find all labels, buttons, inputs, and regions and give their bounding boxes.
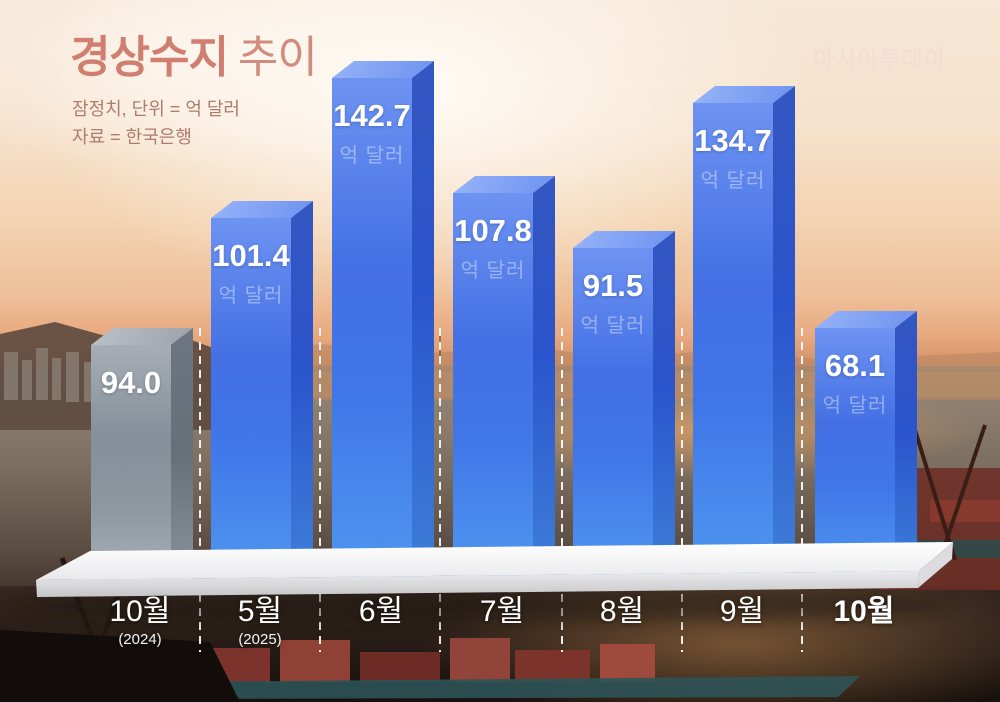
bar-10월-6: 68.1 억 달러 — [815, 311, 917, 580]
year-label: (2024) — [118, 631, 162, 648]
bar-front-face: 134.7 억 달러 — [693, 103, 773, 580]
bar-value-label: 107.8 — [454, 213, 532, 248]
bar-value-label: 94.0 — [100, 365, 162, 400]
dashed-separator — [319, 328, 321, 652]
bar-front-face: 107.8 억 달러 — [453, 193, 533, 580]
bar-value-label: 68.1 — [824, 348, 886, 383]
header: 경상수지 추이 잠정치, 단위 = 억 달러 자료 = 한국은행 — [70, 33, 318, 152]
note-source: 자료 = 한국은행 — [72, 127, 192, 148]
x-label-8월-4: 8월 — [552, 596, 692, 628]
dashed-separator — [199, 328, 201, 652]
bar-front-face: 101.4 억 달러 — [211, 218, 291, 580]
bar-unit-label: 억 달러 — [218, 285, 284, 307]
x-label-10월-6: 10월 — [794, 596, 934, 628]
bar-side-face — [412, 61, 434, 580]
foreground-shadow — [0, 630, 240, 702]
bar-side-face — [291, 201, 313, 580]
bar-top-face — [453, 176, 555, 193]
note-unit: 잠정치, 단위 = 억 달러 — [72, 99, 240, 120]
month-label: 5월 — [237, 595, 283, 628]
title-sub: 추이 — [237, 33, 318, 82]
bar-5월-1: 101.4 억 달러 — [211, 201, 313, 580]
bar-top-face — [815, 311, 917, 328]
month-label: 8월 — [599, 595, 645, 628]
dashed-separator — [439, 328, 441, 652]
page-title: 경상수지 추이 — [70, 33, 318, 82]
bar-value-label: 142.7 — [333, 98, 411, 133]
bar-top-face — [573, 231, 675, 248]
x-label-5월-1: 5월 (2025) — [190, 595, 330, 649]
bar-front-face: 94.0 — [91, 345, 171, 580]
bar-7월-3: 107.8 억 달러 — [453, 176, 555, 580]
bar-unit-label: 억 달러 — [339, 145, 405, 167]
bar-front-face: 142.7 억 달러 — [332, 78, 412, 580]
x-label-10월-0: 10월 (2024) — [70, 595, 210, 649]
x-label-9월-5: 9월 — [672, 596, 812, 628]
month-label: 6월 — [358, 595, 404, 628]
title-main: 경상수지 — [70, 33, 229, 82]
dashed-separator — [681, 328, 683, 652]
bar-side-face — [533, 176, 555, 580]
bar-value-label: 134.7 — [694, 123, 772, 158]
chart-notes: 잠정치, 단위 = 억 달러 자료 = 한국은행 — [72, 96, 317, 152]
bar-side-face — [773, 86, 795, 580]
bar-side-face — [171, 328, 193, 580]
bar-front-face: 91.5 억 달러 — [573, 248, 653, 580]
bar-front-face: 68.1 억 달러 — [815, 328, 895, 580]
dashed-separator — [801, 328, 803, 652]
bar-unit-label: 억 달러 — [700, 170, 766, 192]
bar-unit-label: 억 달러 — [580, 315, 646, 337]
dashed-separator — [561, 328, 563, 652]
bar-value-label: 101.4 — [212, 238, 290, 273]
bar-top-face — [91, 328, 193, 345]
bar-top-face — [693, 86, 795, 103]
month-label: 10월 — [833, 595, 895, 628]
bar-side-face — [653, 231, 675, 580]
x-label-6월-2: 6월 — [311, 596, 451, 628]
bar-value-label: 91.5 — [582, 268, 644, 303]
year-label: (2025) — [238, 631, 282, 648]
x-label-7월-3: 7월 — [432, 596, 572, 628]
bar-6월-2: 142.7 억 달러 — [332, 61, 434, 580]
month-label: 10월 — [109, 595, 171, 628]
bar-unit-label: 억 달러 — [460, 260, 526, 282]
bar-9월-5: 134.7 억 달러 — [693, 86, 795, 580]
publisher-logo: 아시아투데이 — [813, 46, 946, 72]
bar-unit-label: 억 달러 — [822, 395, 888, 417]
month-label: 7월 — [479, 595, 525, 628]
month-label: 9월 — [719, 595, 765, 628]
bar-top-face — [211, 201, 313, 218]
bar-side-face — [895, 311, 917, 580]
bar-top-face — [332, 61, 434, 78]
bar-8월-4: 91.5 억 달러 — [573, 231, 675, 580]
bar-10월-0: 94.0 — [91, 328, 193, 580]
